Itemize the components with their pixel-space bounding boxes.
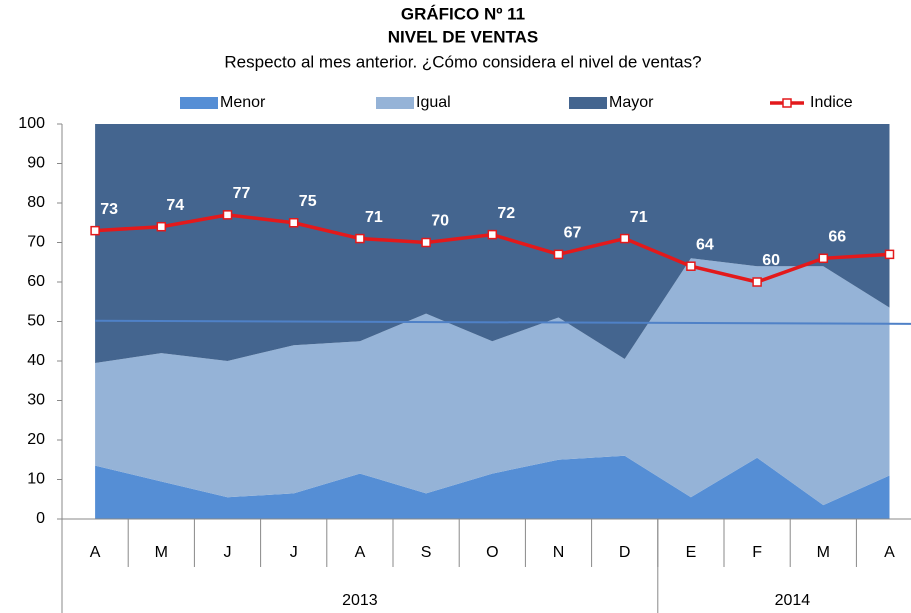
legend-label: Igual: [416, 94, 451, 111]
x-tick-label: M: [817, 544, 830, 561]
y-tick-label: 70: [27, 234, 45, 251]
trend-line: [95, 319, 911, 325]
data-label: 71: [630, 209, 648, 226]
y-tick-label: 30: [27, 392, 45, 409]
legend-label: Mayor: [609, 94, 654, 111]
data-label: 73: [100, 201, 118, 218]
y-tick-label: 100: [18, 115, 45, 132]
data-label: 77: [233, 185, 251, 202]
marker: [90, 225, 100, 236]
marker: [421, 237, 431, 248]
data-label: 64: [696, 236, 714, 253]
y-tick-label: 50: [27, 313, 45, 330]
data-label: 70: [431, 213, 449, 230]
x-tick-label: N: [553, 544, 565, 561]
data-label: 71: [365, 209, 383, 226]
y-tick-label: 60: [27, 273, 45, 290]
area: [95, 124, 890, 363]
marker: [553, 249, 564, 260]
marker: [686, 261, 696, 271]
legend-swatch: [569, 97, 607, 109]
x-tick-label: E: [686, 544, 697, 561]
chart-title: GRÁFICO Nº 11: [401, 4, 525, 23]
data-label: 74: [166, 197, 184, 214]
y-tick-label: 80: [27, 194, 45, 211]
marker: [288, 218, 299, 228]
y-tick-label: 20: [27, 431, 45, 448]
y-tick-label: 10: [27, 471, 45, 488]
x-tick-label: D: [619, 544, 631, 561]
legend-label: Menor: [220, 94, 266, 111]
marker: [619, 233, 630, 244]
x-tick-label: J: [290, 544, 298, 561]
x-tick-label: S: [421, 544, 432, 561]
y-tick-label: 0: [36, 510, 45, 527]
x-tick-label: M: [155, 544, 168, 561]
marker: [884, 249, 895, 260]
data-label: 75: [299, 193, 317, 210]
marker: [752, 277, 762, 287]
x-tick-label: A: [90, 544, 101, 561]
marker: [222, 210, 233, 220]
data-label: 66: [828, 229, 846, 246]
x-group-label: 2014: [775, 592, 811, 609]
marker: [156, 221, 167, 232]
area: [95, 455, 890, 519]
data-label: 60: [762, 252, 780, 269]
legend-swatch: [782, 98, 792, 108]
chart-subtitle: NIVEL DE VENTAS: [388, 27, 539, 46]
data-label: 72: [497, 205, 515, 222]
x-tick-label: A: [355, 544, 366, 561]
y-tick-label: 40: [27, 352, 45, 369]
legend-label: Indice: [810, 94, 853, 111]
y-tick-label: 90: [27, 155, 45, 172]
data-label: 67: [895, 225, 911, 242]
marker: [818, 253, 829, 264]
marker: [355, 233, 365, 244]
legend-swatch: [180, 97, 218, 109]
x-tick-label: F: [752, 544, 762, 561]
x-group-label: 2013: [342, 592, 378, 609]
chart-description: Respecto al mes anterior. ¿Cómo consider…: [224, 52, 701, 71]
area: [95, 258, 890, 506]
x-tick-label: J: [224, 544, 232, 561]
legend-swatch: [376, 97, 414, 109]
marker: [487, 229, 498, 240]
x-tick-label: A: [884, 544, 895, 561]
x-tick-label: O: [486, 544, 498, 561]
data-label: 67: [564, 225, 582, 242]
